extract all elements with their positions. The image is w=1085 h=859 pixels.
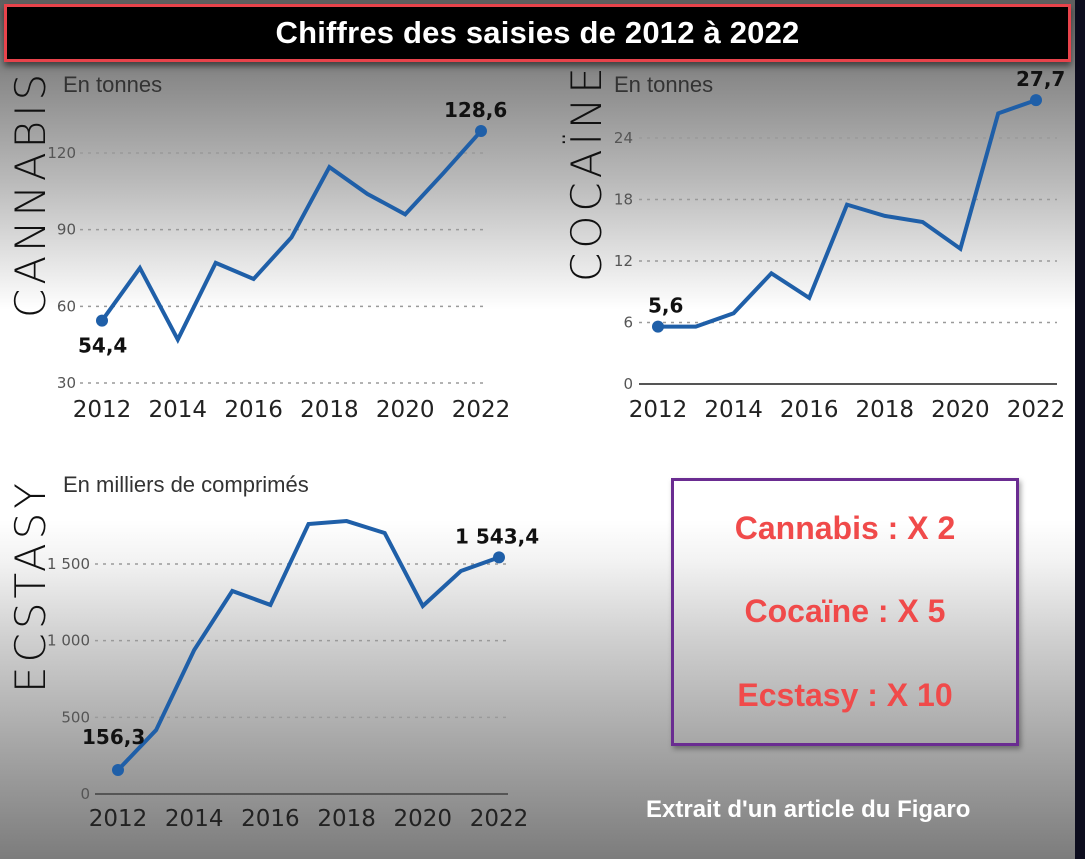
x-tick-label: 2018 <box>300 397 359 423</box>
cannabis-unit-label: En tonnes <box>63 72 163 97</box>
summary-cocaine: Cocaïne : X 5 <box>744 593 946 630</box>
y-tick-label: 90 <box>57 221 76 239</box>
cocaine-unit-label: En tonnes <box>614 72 714 97</box>
data-point-marker <box>112 764 124 777</box>
data-point-marker <box>475 125 487 138</box>
y-tick-label: 60 <box>57 297 76 315</box>
x-tick-label: 2012 <box>89 806 148 832</box>
x-tick-label: 2014 <box>149 397 208 423</box>
data-point-marker <box>493 551 505 564</box>
growth-summary-box: Cannabis : X 2 Cocaïne : X 5 Ecstasy : X… <box>671 478 1019 746</box>
x-tick-label: 2012 <box>629 397 688 423</box>
y-tick-label: 500 <box>61 708 90 726</box>
y-tick-label: 12 <box>614 252 633 270</box>
data-point-marker <box>96 314 108 327</box>
y-tick-label: 30 <box>57 374 76 392</box>
x-tick-label: 2016 <box>224 397 283 423</box>
y-tick-label: 18 <box>614 191 633 209</box>
data-value-label: 128,6 <box>444 98 507 122</box>
y-tick-label: 0 <box>623 375 633 393</box>
title-banner: Chiffres des saisies de 2012 à 2022 <box>4 4 1071 62</box>
data-value-label: 54,4 <box>78 334 127 358</box>
data-value-label: 27,7 <box>1016 67 1065 91</box>
y-tick-label: 24 <box>614 129 633 147</box>
x-tick-label: 2022 <box>452 397 511 423</box>
x-tick-label: 2014 <box>704 397 763 423</box>
data-value-label: 5,6 <box>648 294 683 318</box>
x-tick-label: 2022 <box>1007 397 1066 423</box>
y-tick-label: 1 500 <box>47 555 90 573</box>
y-tick-label: 6 <box>623 314 633 332</box>
x-tick-label: 2018 <box>317 806 376 832</box>
summary-cannabis: Cannabis : X 2 <box>734 510 956 547</box>
data-point-marker <box>652 320 664 333</box>
y-tick-label: 120 <box>47 144 76 162</box>
x-tick-label: 2020 <box>394 806 453 832</box>
data-line <box>658 98 1037 329</box>
x-tick-label: 2018 <box>856 397 915 423</box>
data-line <box>116 519 500 772</box>
y-tick-label: 1 000 <box>47 632 90 650</box>
ecstasy-unit-label: En milliers de comprimés <box>63 472 309 497</box>
x-tick-label: 2020 <box>931 397 990 423</box>
data-point-marker <box>1030 94 1042 107</box>
data-value-label: 156,3 <box>82 725 145 749</box>
x-tick-label: 2016 <box>241 806 300 832</box>
x-tick-label: 2014 <box>165 806 224 832</box>
y-tick-label: 0 <box>80 785 90 803</box>
page-title: Chiffres des saisies de 2012 à 2022 <box>275 15 800 50</box>
data-line <box>100 129 483 344</box>
x-tick-label: 2016 <box>780 397 839 423</box>
source-caption: Extrait d'un article du Figaro <box>646 796 971 823</box>
data-value-label: 1 543,4 <box>455 524 539 548</box>
x-tick-label: 2012 <box>73 397 132 423</box>
x-tick-label: 2020 <box>376 397 435 423</box>
x-tick-label: 2022 <box>470 806 529 832</box>
summary-ecstasy: Ecstasy : X 10 <box>737 676 953 713</box>
